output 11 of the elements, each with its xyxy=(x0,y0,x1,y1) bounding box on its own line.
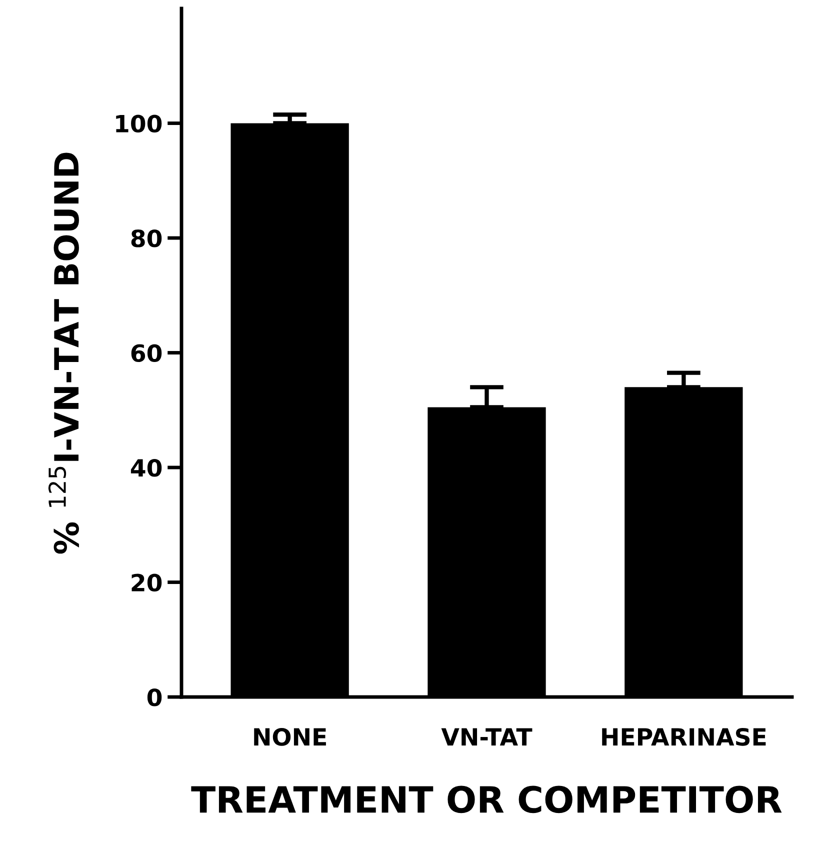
x-tick-label: NONE xyxy=(254,728,326,746)
y-tick-label: 0 xyxy=(147,688,162,706)
x-axis-title: TREATMENT OR COMPETITOR xyxy=(191,786,782,814)
y-tick-label: 40 xyxy=(130,458,162,477)
y-tick-label: 100 xyxy=(116,114,162,133)
y-tick-label: 80 xyxy=(131,229,162,248)
x-tick-label: HEPARINASE xyxy=(602,728,766,746)
y-tick-label: 20 xyxy=(132,574,162,592)
y-axis-title: % $^{125}$I-VN-TAT BOUND xyxy=(48,152,79,554)
x-tick-label: VN-TAT xyxy=(441,728,532,746)
y-tick-label: 60 xyxy=(131,344,162,362)
